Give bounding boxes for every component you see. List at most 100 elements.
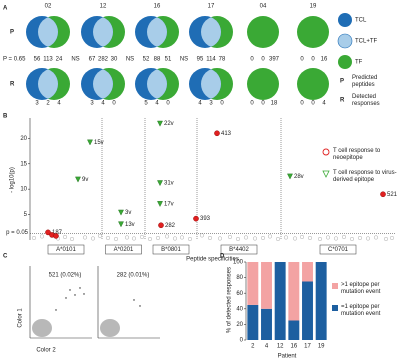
background-point [39, 234, 45, 239]
background-point [147, 236, 153, 242]
comparison-label: NS [180, 57, 188, 63]
event [139, 305, 141, 307]
point-label: 413 [221, 131, 232, 137]
venn-count: 3 [209, 101, 213, 107]
virus-epitope-point [157, 120, 163, 127]
background-point [172, 236, 178, 241]
y-tick-label: 80 [236, 275, 243, 281]
venn-overlap [201, 16, 221, 48]
legend-swatch [338, 13, 352, 27]
row-label: R [10, 82, 15, 88]
legend-key: P [340, 79, 344, 85]
column-header: 19 [310, 4, 317, 10]
x-axis-title: Peptide specificities [186, 257, 239, 263]
y-tick-label: 0 [240, 338, 244, 344]
venn-count: 4 [155, 101, 159, 107]
stat-label: P = 0.65 [3, 57, 26, 63]
legend-label: >1 epitope per mutation event [341, 282, 381, 295]
legend-label: T cell response to neoepitope [333, 148, 381, 161]
y-axis-title: - log10(p) [10, 167, 16, 193]
venn-count: 2 [46, 101, 50, 107]
virus-epitope-point [157, 180, 163, 187]
bar-segment [315, 262, 327, 340]
background-point [199, 233, 205, 238]
panel-label: B [3, 114, 8, 120]
legend-swatch [322, 148, 330, 156]
neoepitope-point [193, 215, 199, 222]
background-point [207, 235, 213, 241]
group-label: B*4402 [229, 247, 249, 253]
background-point [307, 235, 313, 241]
background-point [62, 234, 68, 239]
background-point [187, 236, 193, 242]
background-point [113, 236, 119, 242]
background-point [260, 235, 266, 241]
venn-count: 114 [206, 57, 216, 63]
virus-epitope-point [287, 173, 293, 180]
venn-count: 0 [250, 101, 254, 107]
column-header: 02 [45, 4, 52, 10]
x-tick-label: 17 [304, 344, 311, 350]
venn-count: 16 [321, 57, 328, 63]
x-tick-label: 2 [251, 344, 255, 350]
venn-count: 78 [219, 57, 226, 63]
virus-epitope-point [75, 176, 81, 183]
venn-count: 0 [112, 101, 116, 107]
x-axis-title: Patient [278, 354, 297, 360]
x-tick-label: 12 [277, 344, 284, 350]
point-label: 31v [164, 181, 174, 187]
event [83, 293, 85, 295]
venn-tf [297, 16, 329, 48]
point-label: 393 [200, 216, 211, 222]
venn-count: 0 [300, 101, 304, 107]
y-axis-title: Color 1 [18, 308, 24, 328]
point-label: 13v [125, 222, 135, 228]
group-label: B*0801 [161, 247, 181, 253]
venn-count: 4 [322, 101, 326, 107]
venn-count: 0 [311, 101, 315, 107]
legend-label: TCL [355, 18, 367, 24]
x-tick-label: 4 [265, 344, 269, 350]
legend-swatch [332, 283, 338, 289]
venn-count: 4 [101, 101, 105, 107]
venn-count: 18 [271, 101, 278, 107]
background-point [97, 233, 103, 238]
legend-swatch [338, 55, 352, 69]
venn-overlap [93, 68, 113, 100]
venn-count: 24 [56, 57, 63, 63]
row-label: P [10, 30, 14, 36]
group-box [319, 244, 357, 255]
bar-segment [247, 262, 259, 305]
venn-count: 282 [98, 57, 109, 63]
venn-count: 88 [154, 57, 161, 63]
point-label: 22v [164, 121, 174, 127]
panel-label: D [220, 254, 225, 260]
background-point [90, 236, 96, 241]
threshold-label: p = 0.05 [6, 230, 29, 236]
background-point [325, 235, 331, 240]
y-tick-label: 10 [20, 187, 27, 193]
background-point [299, 234, 305, 239]
y-tick-label: 20 [20, 136, 27, 142]
y-tick-label: 40 [236, 306, 243, 312]
virus-epitope-point [118, 209, 124, 216]
y-tick-label: 5 [24, 212, 28, 218]
background-point [243, 235, 249, 240]
point-label: 28v [294, 174, 304, 180]
legend-key: R [340, 98, 345, 104]
bar-segment [302, 262, 313, 282]
event [79, 287, 81, 289]
group-box [105, 244, 142, 255]
bar-segment [288, 320, 300, 340]
bar-segment [288, 262, 300, 321]
background-point [69, 236, 75, 242]
event [133, 299, 135, 301]
legend-swatch [337, 33, 353, 49]
background-point [341, 234, 347, 239]
point-label: 187 [52, 230, 63, 236]
venn-overlap [38, 16, 58, 48]
bar-segment [261, 308, 272, 340]
bar-segment [261, 262, 272, 309]
y-tick-label: 20 [236, 322, 243, 328]
